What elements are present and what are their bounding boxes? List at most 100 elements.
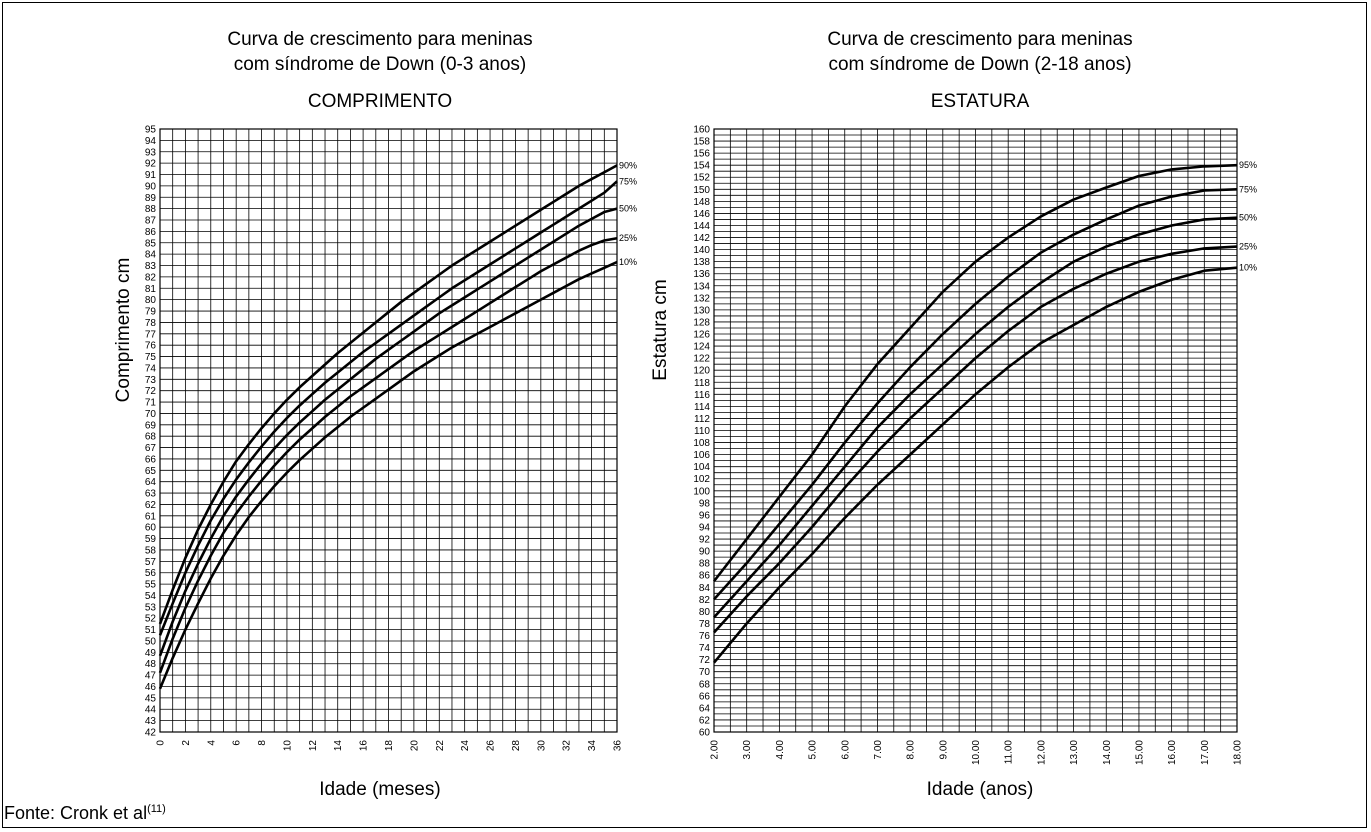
right-x-tick-label: 16.00 — [1167, 740, 1178, 765]
right-y-tick-label: 90 — [699, 547, 711, 558]
right-chart-title-line-1: Curva de crescimento para meninas — [827, 29, 1133, 50]
right-x-tick-label: 18.00 — [1233, 740, 1244, 765]
right-y-tick-label: 108 — [693, 438, 710, 449]
left-series-line-75pct — [158, 180, 618, 636]
left-y-tick-label: 71 — [145, 398, 157, 409]
right-y-tick-label: 106 — [693, 450, 710, 461]
left-x-tick-label: 20 — [409, 740, 420, 752]
left-y-tick-label: 51 — [145, 625, 157, 636]
right-x-tick-label: 6.00 — [840, 740, 851, 760]
left-series-label: 90% — [619, 160, 637, 170]
right-x-tick-label: 13.00 — [1069, 740, 1080, 765]
left-x-tick-label: 34 — [587, 740, 598, 752]
left-y-tick-label: 56 — [145, 568, 157, 579]
right-y-tick-label: 126 — [693, 330, 710, 341]
right-y-tick-label: 88 — [699, 559, 711, 570]
left-y-tick-label: 68 — [145, 432, 157, 443]
left-y-tick-label: 76 — [145, 341, 157, 352]
left-series-label: 50% — [619, 204, 637, 214]
right-y-tick-label: 78 — [699, 619, 711, 630]
right-y-tick-label: 112 — [694, 414, 710, 425]
right-x-tick-label: 8.00 — [906, 740, 917, 760]
right-y-tick-label: 122 — [693, 354, 710, 365]
left-y-tick-label: 74 — [145, 363, 157, 374]
left-y-tick-label: 77 — [145, 329, 157, 340]
right-y-tick-label: 110 — [694, 426, 710, 437]
right-y-tick-label: 118 — [694, 378, 710, 389]
right-y-tick-label: 152 — [693, 173, 710, 184]
left-y-tick-label: 47 — [145, 671, 157, 682]
left-y-tick-label: 45 — [145, 693, 157, 704]
left-x-tick-label: 26 — [486, 740, 497, 752]
right-series-line-95pct — [712, 163, 1238, 583]
right-y-tick-label: 76 — [699, 631, 711, 642]
left-y-tick-label: 73 — [145, 375, 157, 386]
right-y-tick-label: 94 — [699, 522, 711, 533]
left-series-line-50pct — [158, 207, 618, 657]
right-y-tick-label: 70 — [699, 667, 711, 678]
right-y-tick-label: 114 — [694, 402, 710, 413]
right-series-label: 95% — [1239, 160, 1257, 170]
right-x-tick-label: 5.00 — [808, 740, 819, 760]
source-text: Fonte: Cronk et al — [4, 803, 148, 823]
left-y-tick-label: 44 — [145, 705, 157, 716]
left-series-label: 75% — [619, 176, 637, 186]
right-x-tick-label: 10.00 — [971, 740, 982, 765]
left-y-tick-label: 86 — [145, 227, 157, 238]
right-x-tick-label: 3.00 — [742, 740, 753, 760]
right-y-tick-label: 60 — [699, 728, 711, 739]
left-y-tick-label: 92 — [145, 159, 157, 170]
right-y-tick-label: 120 — [693, 366, 710, 377]
right-plot-frame — [713, 128, 1238, 733]
left-y-tick-label: 94 — [145, 136, 157, 147]
left-y-tick-label: 65 — [145, 466, 157, 477]
left-x-tick-label: 8 — [257, 740, 268, 746]
right-y-tick-label: 92 — [699, 535, 711, 546]
left-x-tick-label: 28 — [511, 740, 522, 752]
right-y-tick-label: 64 — [699, 703, 711, 714]
left-chart-title-line-2: com síndrome de Down (0-3 anos) — [233, 54, 527, 75]
left-y-tick-label: 46 — [145, 682, 157, 693]
right-y-tick-label: 100 — [693, 486, 710, 497]
left-y-tick-label: 69 — [145, 420, 157, 431]
right-y-tick-label: 102 — [693, 474, 710, 485]
right-y-tick-label: 104 — [693, 462, 710, 473]
right-y-tick-label: 144 — [693, 221, 710, 232]
left-chart-title-line-1: Curva de crescimento para meninas — [227, 29, 533, 50]
left-y-tick-label: 84 — [145, 250, 157, 261]
right-y-tick-label: 82 — [699, 595, 711, 606]
right-series-label: 50% — [1239, 213, 1257, 223]
left-x-tick-label: 0 — [156, 740, 167, 746]
left-series-line-10pct — [158, 260, 618, 690]
left-y-tick-label: 62 — [145, 500, 157, 511]
right-series-line-50pct — [713, 216, 1238, 619]
left-x-tick-label: 10 — [282, 740, 293, 752]
right-y-tick-label: 142 — [693, 233, 710, 244]
left-chart-x-axis-label: Idade (meses) — [319, 779, 441, 800]
left-y-tick-label: 50 — [145, 636, 157, 647]
right-y-tick-label: 138 — [693, 257, 710, 268]
left-x-tick-label: 12 — [308, 740, 319, 752]
right-y-tick-label: 130 — [693, 305, 710, 316]
right-series-line-10pct — [713, 266, 1238, 664]
right-series-label: 25% — [1239, 242, 1257, 252]
right-y-tick-label: 124 — [693, 342, 710, 353]
right-chart-title-line-2: com síndrome de Down (2-18 anos) — [828, 54, 1132, 75]
right-y-tick-label: 74 — [699, 643, 711, 654]
left-x-tick-label: 6 — [232, 740, 243, 746]
left-series-line-90pct — [158, 164, 618, 625]
left-x-tick-label: 18 — [384, 740, 395, 752]
right-y-tick-label: 140 — [693, 245, 710, 256]
right-x-tick-label: 12.00 — [1036, 740, 1047, 765]
left-x-tick-label: 14 — [333, 740, 344, 752]
left-x-tick-label: 36 — [613, 740, 624, 752]
right-y-tick-label: 68 — [699, 679, 711, 690]
left-y-tick-label: 72 — [145, 386, 157, 397]
right-x-tick-label: 2.00 — [710, 740, 721, 760]
right-chart-subtitle: ESTATURA — [930, 91, 1030, 112]
left-y-tick-label: 83 — [145, 261, 157, 272]
left-y-tick-label: 82 — [145, 272, 157, 283]
left-y-tick-label: 93 — [145, 147, 157, 158]
